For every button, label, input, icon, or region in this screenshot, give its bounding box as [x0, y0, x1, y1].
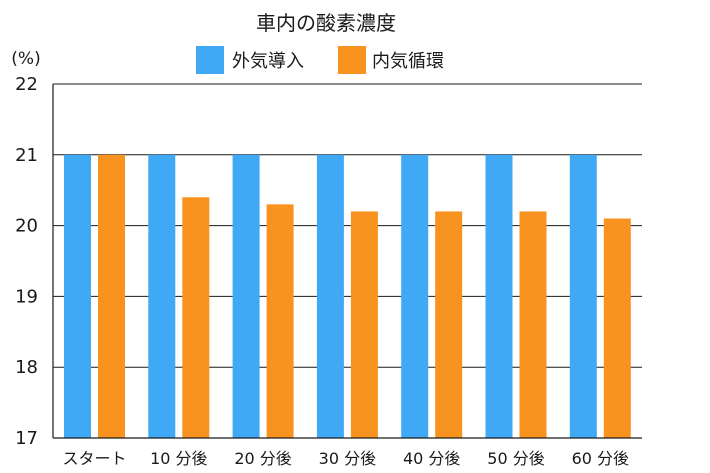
x-category-label: スタート	[62, 449, 126, 468]
bar-recirculation-3	[350, 211, 378, 438]
legend-label-outside-air: 外気導入	[232, 51, 304, 72]
legend: 外気導入 内気循環	[196, 46, 444, 74]
y-tick-label: 20	[15, 216, 38, 237]
bar-outside-air-3	[316, 154, 344, 439]
y-tick-label: 18	[15, 357, 38, 378]
x-category-label: 20 分後	[234, 449, 291, 468]
x-category-label: 30 分後	[319, 449, 376, 468]
bar-outside-air-2	[232, 154, 260, 439]
bar-recirculation-2	[266, 204, 294, 438]
chart-title: 車内の酸素濃度	[256, 11, 396, 35]
bar-recirculation-1	[182, 197, 210, 438]
y-tick-label: 19	[15, 286, 38, 307]
y-tick-label: 17	[15, 428, 38, 449]
x-category-label: 60 分後	[572, 449, 629, 468]
bar-recirculation-4	[435, 211, 463, 438]
bar-recirculation-6	[603, 218, 631, 438]
legend-label-recirculation: 内気循環	[372, 51, 444, 72]
x-category-label: 50 分後	[487, 449, 544, 468]
legend-swatch-outside-air	[196, 46, 224, 74]
y-axis-unit-label: (%)	[11, 49, 40, 69]
bar-outside-air-6	[569, 154, 597, 439]
bar-recirculation-5	[519, 211, 547, 438]
x-tick-labels: スタート 10 分後 20 分後 30 分後 40 分後 50 分後 60 分後	[62, 449, 629, 468]
bar-outside-air-5	[485, 154, 513, 439]
bars	[64, 154, 631, 439]
x-category-label: 10 分後	[150, 449, 207, 468]
y-tick-label: 22	[15, 74, 38, 95]
legend-swatch-recirculation	[338, 46, 366, 74]
bar-outside-air-1	[148, 154, 176, 439]
y-tick-labels: 17 18 19 20 21 22	[15, 74, 38, 449]
bar-recirculation-0	[98, 154, 125, 439]
bar-outside-air-0	[64, 154, 91, 439]
y-tick-label: 21	[15, 145, 38, 166]
x-category-label: 40 分後	[403, 449, 460, 468]
gridlines	[53, 83, 642, 368]
axes	[52, 84, 642, 439]
bar-outside-air-4	[401, 154, 429, 439]
